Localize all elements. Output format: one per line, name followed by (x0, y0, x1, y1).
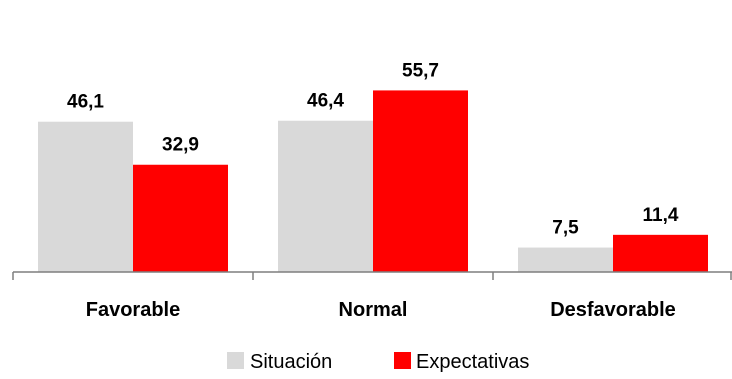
value-label-desfavorable-expectativas: 11,4 (643, 205, 679, 226)
bar-normal-expectativas (373, 90, 468, 272)
x-axis (12, 271, 732, 280)
value-label-normal-expectativas: 55,7 (402, 60, 439, 81)
category-label-normal: Normal (339, 299, 408, 321)
bar-desfavorable-situacion (518, 247, 613, 272)
value-label-desfavorable-situacion: 7,5 (552, 218, 579, 239)
bar-favorable-expectativas (133, 164, 228, 272)
value-label-favorable-expectativas: 32,9 (162, 135, 199, 156)
legend-label-situacion: Situación (250, 351, 332, 373)
bars-layer (38, 90, 708, 273)
category-label-desfavorable: Desfavorable (550, 299, 676, 321)
value-label-normal-situacion: 46,4 (307, 91, 344, 112)
bar-favorable-situacion (38, 121, 133, 273)
value-label-favorable-situacion: 46,1 (67, 92, 104, 113)
category-label-favorable: Favorable (86, 299, 180, 321)
value-labels-layer: 46,1 32,9 46,4 55,7 7,5 11,4 (67, 60, 679, 238)
bar-normal-situacion (278, 120, 373, 273)
bar-desfavorable-expectativas (613, 234, 708, 272)
legend-swatch-situacion (227, 352, 244, 369)
legend-label-expectativas: Expectativas (416, 351, 529, 373)
legend: Situación Expectativas (227, 351, 529, 373)
category-labels-layer: Favorable Normal Desfavorable (86, 299, 676, 321)
legend-swatch-expectativas (394, 352, 411, 369)
